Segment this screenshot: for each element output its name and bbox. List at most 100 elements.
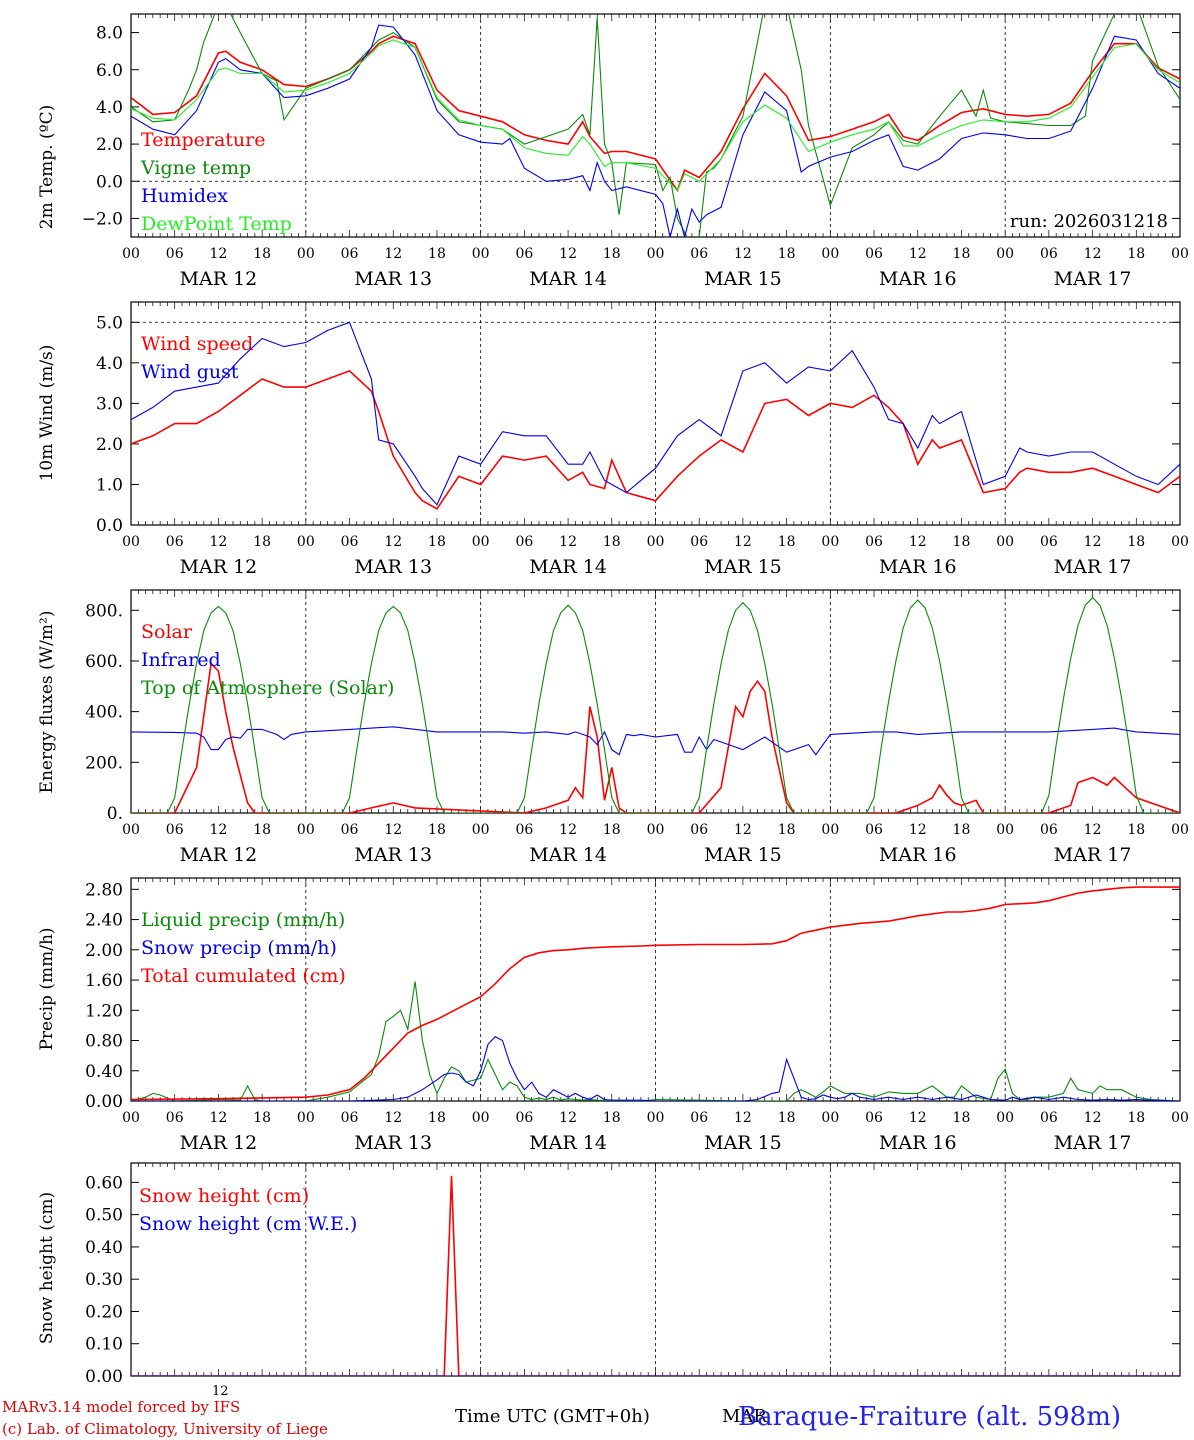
x-axis-month: MAR	[722, 1406, 767, 1427]
legend-entry: Snow precip (mm/h)	[141, 937, 337, 959]
x-tick-label: 00	[821, 822, 839, 838]
x-day-label: MAR 12	[180, 1132, 258, 1154]
x-tick-label: 00	[821, 1110, 839, 1126]
x-tick-label: 18	[1127, 534, 1145, 550]
series-line-vigne-temp	[131, 14, 1180, 237]
y-tick-label: 0.0	[96, 516, 123, 536]
x-tick-label: 06	[341, 534, 359, 550]
x-tick-label: 06	[865, 822, 883, 838]
x-day-label: MAR 12	[180, 268, 258, 290]
x-tick-label: 12	[734, 246, 752, 262]
x-tick-label: 12	[384, 534, 402, 550]
y-tick-label: 0.30	[85, 1270, 123, 1290]
x-tick-label: 06	[690, 246, 708, 262]
x-day-label: MAR 13	[354, 268, 432, 290]
series-line-solar	[131, 661, 1180, 813]
x-tick-label: 18	[603, 534, 621, 550]
y-tick-label: 600.	[85, 652, 123, 672]
x-tick-label: 12	[210, 1110, 228, 1126]
x-day-label: MAR 15	[704, 1132, 782, 1154]
x-tick-label: 18	[603, 1110, 621, 1126]
y-tick-label: 2.00	[85, 941, 123, 961]
x-tick-label: 12	[734, 1110, 752, 1126]
x-tick-label: 00	[297, 534, 315, 550]
x-tick-label: 18	[253, 534, 271, 550]
y-tick-label: 0.60	[85, 1173, 123, 1193]
panel-4: 0.00 0.40 0.80 1.20 1.60 2.00 2.40 2.80 Precip (…	[37, 877, 1189, 1154]
x-tick-label: 06	[690, 1110, 708, 1126]
y-tick-label: 2.80	[85, 880, 123, 900]
series-line-snow-precip-mm-h-	[131, 1036, 1180, 1101]
x-tick-label: 18	[603, 822, 621, 838]
y-axis-label: Snow height (cm)	[37, 1192, 57, 1344]
series-line-humidex	[131, 24, 1180, 237]
x-tick-label: 06	[865, 1110, 883, 1126]
x-tick-label: 12	[559, 1110, 577, 1126]
x-tick-label: 18	[953, 246, 971, 262]
x-tick-label: 18	[1127, 822, 1145, 838]
x-tick-label: 12	[909, 534, 927, 550]
y-tick-label: 1.60	[85, 971, 123, 991]
x-tick-label: 00	[1171, 246, 1189, 262]
x-tick-label: 12	[1084, 534, 1102, 550]
x-tick-label: 00	[1171, 1110, 1189, 1126]
x-tick-label: 00	[821, 534, 839, 550]
x-tick-label: 00	[472, 534, 490, 550]
y-tick-label: 0.00	[85, 1367, 123, 1387]
y-tick-label: 2.0	[96, 135, 123, 155]
x-tick-label: 12	[559, 534, 577, 550]
x-tick-label: 00	[122, 822, 140, 838]
legend-entry: Humidex	[141, 185, 228, 207]
x-tick-label: 00	[1171, 822, 1189, 838]
legend-entry: Wind speed	[141, 333, 253, 355]
legend-entry: Total cumulated (cm)	[141, 965, 346, 987]
x-tick-label: 06	[1040, 1110, 1058, 1126]
y-tick-label: −2.0	[82, 209, 123, 229]
x-tick-label: 12	[909, 246, 927, 262]
x-tick-label: 00	[996, 246, 1014, 262]
x-tick-label: 06	[1040, 534, 1058, 550]
x-tick-label: 18	[428, 534, 446, 550]
panel-2: 0.0 1.0 2.0 3.0 4.0 5.0 10m Wind (m/s) 00 06 12 18…	[37, 301, 1189, 578]
x-tick-label: 12	[210, 534, 228, 550]
y-tick-label: 0.80	[85, 1032, 123, 1052]
x-tick-label: 12	[384, 822, 402, 838]
x-axis-title: Time UTC (GMT+0h)	[455, 1406, 650, 1427]
x-tick-label: 18	[428, 822, 446, 838]
x-day-label: MAR 12	[180, 556, 258, 578]
legend-entry: Wind gust	[141, 361, 239, 383]
x-day-label: MAR 16	[879, 1132, 957, 1154]
x-tick-label: 06	[1040, 822, 1058, 838]
x-tick-label: 06	[515, 534, 533, 550]
y-tick-label: 1.20	[85, 1001, 123, 1021]
x-tick-label: 00	[996, 534, 1014, 550]
legend-entry: DewPoint Temp	[141, 213, 292, 235]
x-day-label: MAR 17	[1054, 268, 1132, 290]
y-axis-label: 10m Wind (m/s)	[37, 345, 57, 482]
y-tick-label: 2.40	[85, 911, 123, 931]
x-day-label: MAR 16	[879, 268, 957, 290]
x-tick-label: 06	[515, 1110, 533, 1126]
x-tick-label: 18	[953, 1110, 971, 1126]
panel-1: −2.0 0.0 2.0 4.0 6.0 8.0 2m Temp. (ºC) 00 06 12 18…	[37, 13, 1189, 290]
legend-entry: Solar	[141, 621, 193, 643]
credit-model: MARv3.14 model forced by IFS	[2, 1398, 241, 1416]
y-tick-label: 3.0	[96, 394, 123, 414]
x-tick-label: 06	[166, 246, 184, 262]
legend-entry: Snow height (cm W.E.)	[139, 1213, 357, 1235]
series-line-total-cumulated-cm-	[131, 886, 1180, 1101]
x-tick-label: 06	[341, 246, 359, 262]
x-tick-label: 12	[909, 822, 927, 838]
y-tick-label: 1.0	[96, 475, 123, 495]
x-tick-label: 00	[821, 246, 839, 262]
x-tick-label: 12	[734, 822, 752, 838]
series-line-infrared	[131, 726, 1180, 756]
y-axis-label: Precip (mm/h)	[37, 927, 57, 1050]
x-tick-label: 18	[428, 1110, 446, 1126]
series-line-wind-gust	[131, 321, 1180, 506]
x-tick-label: 18	[1127, 246, 1145, 262]
series-line-dewpoint-temp	[131, 39, 1180, 192]
x-tick-label: 06	[690, 822, 708, 838]
x-tick-label: 06	[341, 1110, 359, 1126]
